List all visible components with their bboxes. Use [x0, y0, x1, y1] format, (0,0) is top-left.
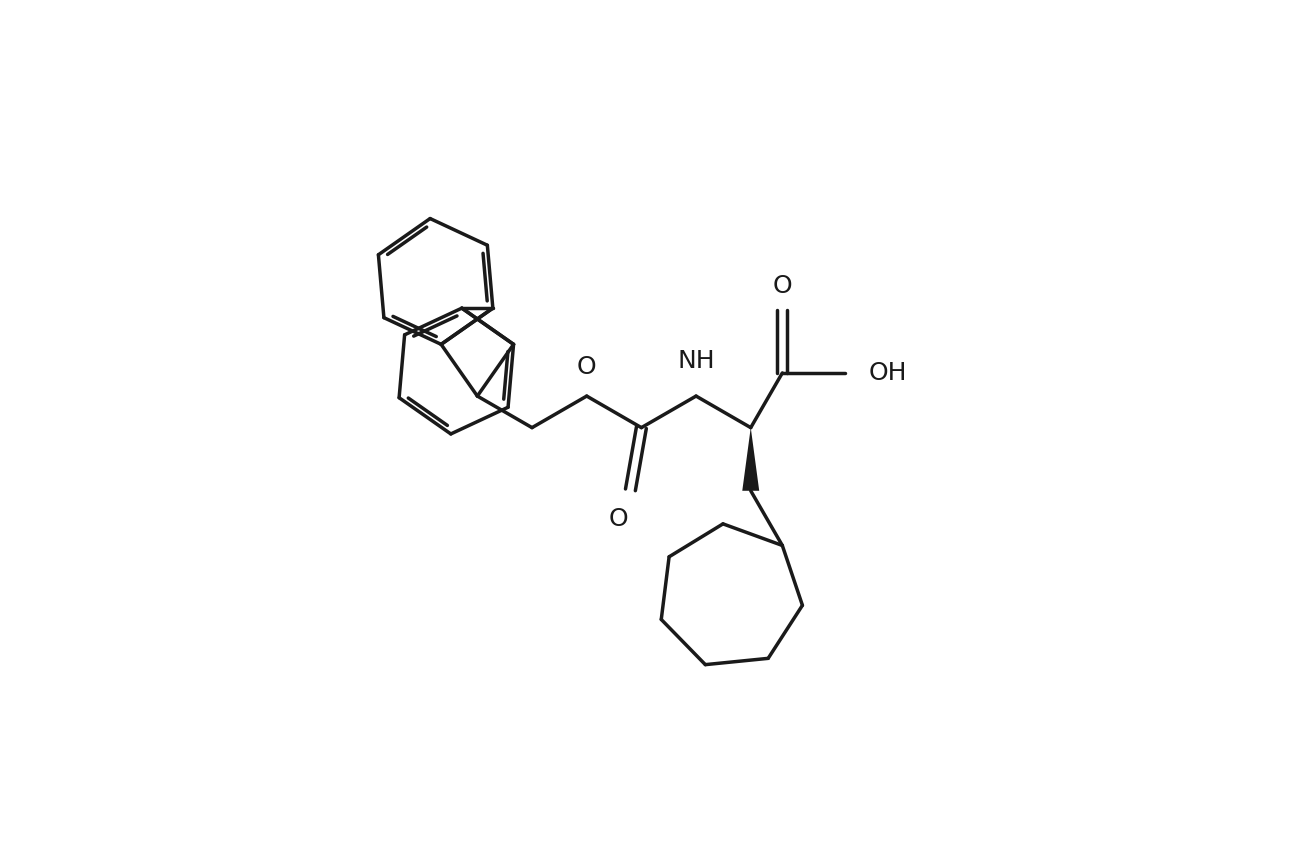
- Text: NH: NH: [678, 349, 715, 373]
- Text: OH: OH: [868, 361, 907, 385]
- Text: O: O: [576, 355, 597, 379]
- Text: O: O: [772, 274, 792, 298]
- Polygon shape: [742, 427, 759, 491]
- Text: O: O: [609, 507, 628, 531]
